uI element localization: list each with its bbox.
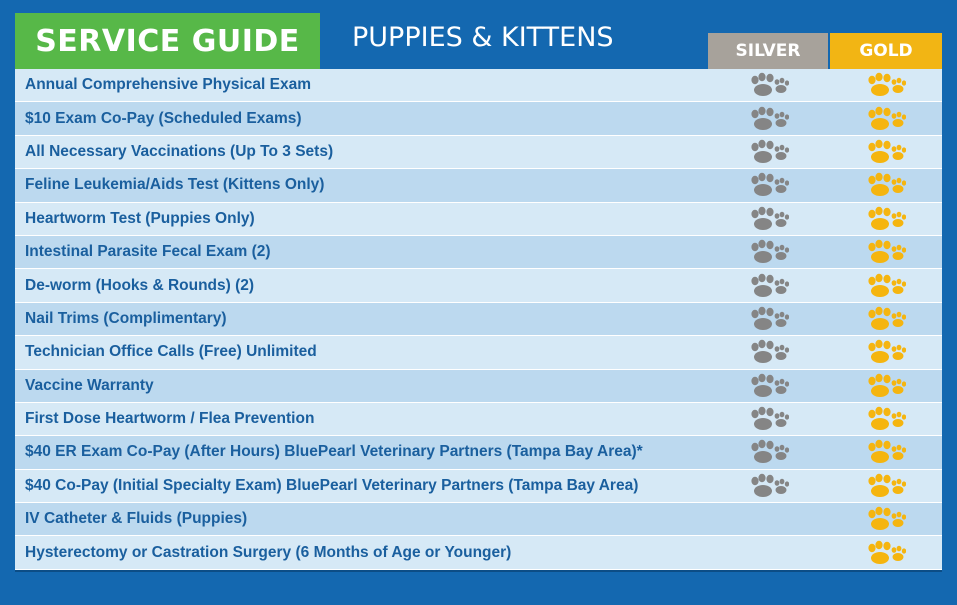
gold-cell	[830, 169, 942, 201]
service-label: Hysterectomy or Castration Surgery (6 Mo…	[25, 543, 512, 561]
gold-cell	[830, 203, 942, 235]
table-row: First Dose Heartworm / Flea Prevention	[15, 402, 942, 437]
paw-print-icon	[751, 406, 789, 431]
silver-cell	[708, 470, 830, 502]
service-label: IV Catheter & Fluids (Puppies)	[25, 510, 248, 528]
paw-print-icon	[751, 340, 789, 364]
service-label: First Dose Heartworm / Flea Prevention	[25, 410, 315, 428]
silver-cell	[708, 203, 830, 235]
table-row: Technician Office Calls (Free) Unlimited	[15, 336, 942, 370]
service-label: Intestinal Parasite Fecal Exam (2)	[25, 243, 271, 261]
gold-cell	[830, 269, 942, 301]
table-row: Intestinal Parasite Fecal Exam (2)	[15, 235, 942, 270]
paw-print-icon	[751, 306, 789, 330]
paw-print-icon	[868, 406, 906, 431]
table-row: All Necessary Vaccinations (Up To 3 Sets…	[15, 135, 942, 170]
service-table: Annual Comprehensive Physical Exam $10 Ex…	[15, 69, 942, 570]
table-row: Heartworm Test (Puppies Only)	[15, 202, 942, 236]
table-row: $40 Co-Pay (Initial Specialty Exam) Blue…	[15, 469, 942, 504]
paw-print-icon	[868, 340, 906, 364]
table-row: $40 ER Exam Co-Pay (After Hours) BluePea…	[15, 436, 942, 470]
paw-print-icon	[868, 473, 906, 497]
silver-cell	[708, 336, 830, 368]
paw-print-icon	[751, 440, 789, 464]
paw-print-icon	[868, 507, 906, 531]
table-row: Vaccine Warranty	[15, 369, 942, 403]
paw-print-icon	[868, 239, 906, 264]
gold-cell	[830, 336, 942, 368]
paw-print-icon	[868, 206, 906, 230]
table-row: $10 Exam Co-Pay (Scheduled Exams)	[15, 102, 942, 136]
silver-cell	[708, 269, 830, 301]
paw-print-icon	[751, 473, 789, 497]
silver-cell	[708, 536, 830, 568]
page-subtitle: PUPPIES & KITTENS	[352, 22, 614, 53]
table-row: De-worm (Hooks & Rounds) (2)	[15, 269, 942, 303]
gold-cell	[830, 69, 942, 101]
silver-cell	[708, 236, 830, 268]
gold-cell	[830, 436, 942, 468]
paw-print-icon	[751, 173, 789, 197]
paw-print-icon	[751, 239, 789, 264]
silver-cell	[708, 136, 830, 168]
paw-print-icon	[751, 139, 789, 163]
table-row: Annual Comprehensive Physical Exam	[15, 69, 942, 103]
service-label: Heartworm Test (Puppies Only)	[25, 209, 255, 227]
table-row: Hysterectomy or Castration Surgery (6 Mo…	[15, 536, 942, 570]
table-row: IV Catheter & Fluids (Puppies)	[15, 503, 942, 537]
paw-print-icon	[868, 273, 906, 297]
service-label: All Necessary Vaccinations (Up To 3 Sets…	[25, 142, 334, 160]
service-label: $10 Exam Co-Pay (Scheduled Exams)	[25, 109, 302, 127]
silver-cell	[708, 503, 830, 535]
service-label: Annual Comprehensive Physical Exam	[25, 76, 311, 94]
service-label: $40 ER Exam Co-Pay (After Hours) BluePea…	[25, 443, 643, 461]
paw-print-icon	[868, 306, 906, 330]
paw-print-icon	[751, 206, 789, 230]
paw-print-icon	[868, 173, 906, 197]
paw-print-icon	[868, 106, 906, 130]
silver-cell	[708, 102, 830, 134]
silver-cell	[708, 403, 830, 435]
silver-cell	[708, 303, 830, 335]
gold-cell	[830, 470, 942, 502]
paw-print-icon	[751, 106, 789, 130]
gold-cell	[830, 102, 942, 134]
service-label: Vaccine Warranty	[25, 376, 154, 394]
gold-column-header: GOLD	[830, 33, 942, 69]
service-label: Technician Office Calls (Free) Unlimited	[25, 343, 317, 361]
gold-cell	[830, 303, 942, 335]
silver-cell	[708, 169, 830, 201]
silver-cell	[708, 69, 830, 101]
paw-print-icon	[868, 440, 906, 464]
table-row: Feline Leukemia/Aids Test (Kittens Only)	[15, 169, 942, 203]
paw-print-icon	[868, 540, 906, 564]
paw-print-icon	[868, 139, 906, 163]
gold-cell	[830, 503, 942, 535]
service-label: $40 Co-Pay (Initial Specialty Exam) Blue…	[25, 476, 639, 494]
paw-print-icon	[868, 72, 906, 97]
service-label: Nail Trims (Complimentary)	[25, 309, 227, 327]
gold-cell	[830, 236, 942, 268]
silver-column-header: SILVER	[708, 33, 828, 69]
table-row: Nail Trims (Complimentary)	[15, 302, 942, 337]
gold-cell	[830, 370, 942, 402]
paw-print-icon	[751, 72, 789, 97]
paw-print-icon	[751, 373, 789, 397]
service-guide-badge: SERVICE GUIDE	[15, 13, 320, 69]
service-label: De-worm (Hooks & Rounds) (2)	[25, 276, 255, 294]
gold-cell	[830, 403, 942, 435]
silver-cell	[708, 370, 830, 402]
gold-cell	[830, 536, 942, 568]
paw-print-icon	[751, 273, 789, 297]
paw-print-icon	[868, 373, 906, 397]
gold-cell	[830, 136, 942, 168]
silver-cell	[708, 436, 830, 468]
service-label: Feline Leukemia/Aids Test (Kittens Only)	[25, 176, 325, 194]
